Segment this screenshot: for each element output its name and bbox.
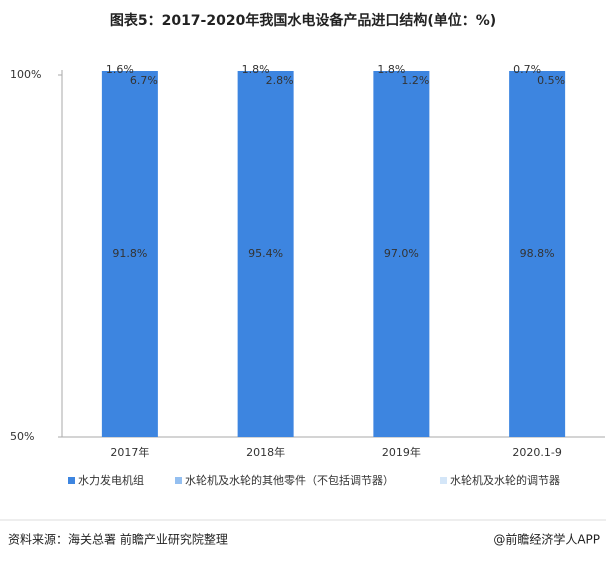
- y-tick-label: 100%: [10, 68, 41, 81]
- data-label: 2.8%: [266, 74, 294, 87]
- data-label: 1.8%: [242, 63, 270, 76]
- data-label: 1.8%: [377, 63, 405, 76]
- data-label: 97.0%: [384, 247, 419, 260]
- data-label: 0.5%: [537, 74, 565, 87]
- legend-swatch: [440, 477, 447, 484]
- x-tick-label: 2018年: [246, 445, 285, 459]
- legend-label: 水轮机及水轮的调节器: [450, 473, 560, 487]
- legend-swatch: [68, 477, 75, 484]
- legend-swatch: [175, 477, 182, 484]
- bar-segment: [509, 71, 566, 437]
- data-label: 91.8%: [112, 247, 147, 260]
- x-tick-label: 2017年: [110, 445, 149, 459]
- data-label: 6.7%: [130, 74, 158, 87]
- data-label: 1.2%: [401, 74, 429, 87]
- data-label: 98.8%: [520, 247, 555, 260]
- data-label: 0.7%: [513, 63, 541, 76]
- legend-label: 水轮机及水轮的其他零件（不包括调节器）: [185, 473, 394, 487]
- x-tick-label: 2019年: [382, 445, 421, 459]
- credit: @前瞻经济学人APP: [493, 532, 600, 547]
- chart-title: 图表5：2017-2020年我国水电设备产品进口结构(单位：%): [110, 12, 496, 29]
- legend-label: 水力发电机组: [78, 473, 144, 487]
- data-label: 95.4%: [248, 247, 283, 260]
- bar-segment: [101, 71, 158, 437]
- bar-segment: [373, 71, 430, 437]
- source: 资料来源：海关总署 前瞻产业研究院整理: [8, 532, 228, 547]
- y-tick-label: 50%: [10, 430, 34, 443]
- x-tick-label: 2020.1-9: [512, 446, 561, 459]
- bar-segment: [237, 71, 294, 437]
- data-label: 1.6%: [106, 63, 134, 76]
